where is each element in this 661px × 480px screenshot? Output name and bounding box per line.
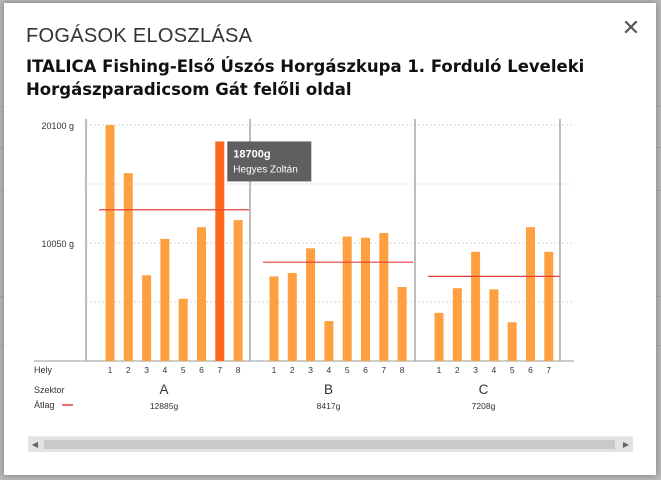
chart-modal: FOGÁSOK ELOSZLÁSA ✕ ITALICA Fishing-Első… <box>4 3 656 475</box>
sector-row-label: Szektor <box>34 385 65 395</box>
modal-title: FOGÁSOK ELOSZLÁSA <box>26 25 253 47</box>
bar <box>287 272 297 361</box>
close-icon[interactable]: ✕ <box>621 15 641 40</box>
tooltip-name: Hegyes Zoltán <box>233 164 297 175</box>
tooltip-weight: 18700g <box>233 148 270 160</box>
place-tick-label: 2 <box>126 365 131 375</box>
bar <box>324 321 334 361</box>
y-tick-label: 10050 g <box>41 239 74 249</box>
sector-label: A <box>159 382 168 397</box>
place-tick-label: 4 <box>163 365 168 375</box>
y-tick-label: 20100 g <box>41 121 74 131</box>
place-tick-label: 5 <box>510 365 515 375</box>
bar <box>306 248 316 361</box>
place-tick-label: 2 <box>455 365 460 375</box>
place-row-label: Hely <box>34 365 53 375</box>
place-tick-label: 4 <box>327 365 332 375</box>
tooltip-box <box>227 141 312 182</box>
bar <box>269 276 279 361</box>
place-tick-label: 8 <box>400 365 405 375</box>
bar <box>489 289 499 361</box>
sector-label: B <box>324 382 333 397</box>
bar <box>471 251 481 361</box>
place-tick-label: 1 <box>437 365 442 375</box>
place-tick-label: 3 <box>473 365 478 375</box>
competition-title: ITALICA Fishing-Első Úszós Horgászkupa 1… <box>26 57 585 99</box>
bar <box>507 322 517 361</box>
bar <box>434 312 444 361</box>
bar <box>160 238 170 361</box>
bar <box>526 227 535 361</box>
bar <box>452 288 462 361</box>
place-tick-label: 5 <box>181 365 186 375</box>
place-tick-label: 2 <box>290 365 295 375</box>
bar <box>142 275 152 361</box>
bar <box>105 125 115 361</box>
scroll-thumb[interactable] <box>44 440 615 449</box>
bar <box>342 236 352 361</box>
bar <box>397 287 407 361</box>
place-tick-label: 7 <box>381 365 386 375</box>
bar <box>215 141 225 361</box>
place-tick-label: 4 <box>492 365 497 375</box>
bar <box>197 227 206 361</box>
bar <box>123 173 133 361</box>
sector-average-label: 12885g <box>150 401 179 411</box>
sector-average-label: 7208g <box>472 401 496 411</box>
place-tick-label: 8 <box>236 365 241 375</box>
place-tick-label: 6 <box>363 365 368 375</box>
catch-distribution-chart: 20100 g 10050 g Hely Szektor Átlag 1 2 3 4 5 6 7 8 A 1… <box>34 119 574 411</box>
place-tick-label: 6 <box>528 365 533 375</box>
place-tick-label: 3 <box>308 365 313 375</box>
bar <box>361 237 370 361</box>
bar <box>544 251 554 361</box>
bar <box>233 220 243 361</box>
arrow-right-icon[interactable]: ▶ <box>622 440 630 449</box>
bar <box>379 233 389 361</box>
place-tick-label: 7 <box>546 365 551 375</box>
place-tick-label: 1 <box>108 365 113 375</box>
place-tick-label: 1 <box>272 365 277 375</box>
average-row-label: Átlag <box>34 400 55 410</box>
place-tick-label: 3 <box>144 365 149 375</box>
place-tick-label: 5 <box>345 365 350 375</box>
bar <box>178 298 188 361</box>
arrow-left-icon[interactable]: ◀ <box>31 440 39 449</box>
place-tick-label: 6 <box>199 365 204 375</box>
horizontal-scrollbar[interactable]: ◀ ▶ <box>28 436 633 452</box>
sector-average-label: 8417g <box>317 401 341 411</box>
place-tick-label: 7 <box>217 365 222 375</box>
sector-label: C <box>479 382 489 397</box>
